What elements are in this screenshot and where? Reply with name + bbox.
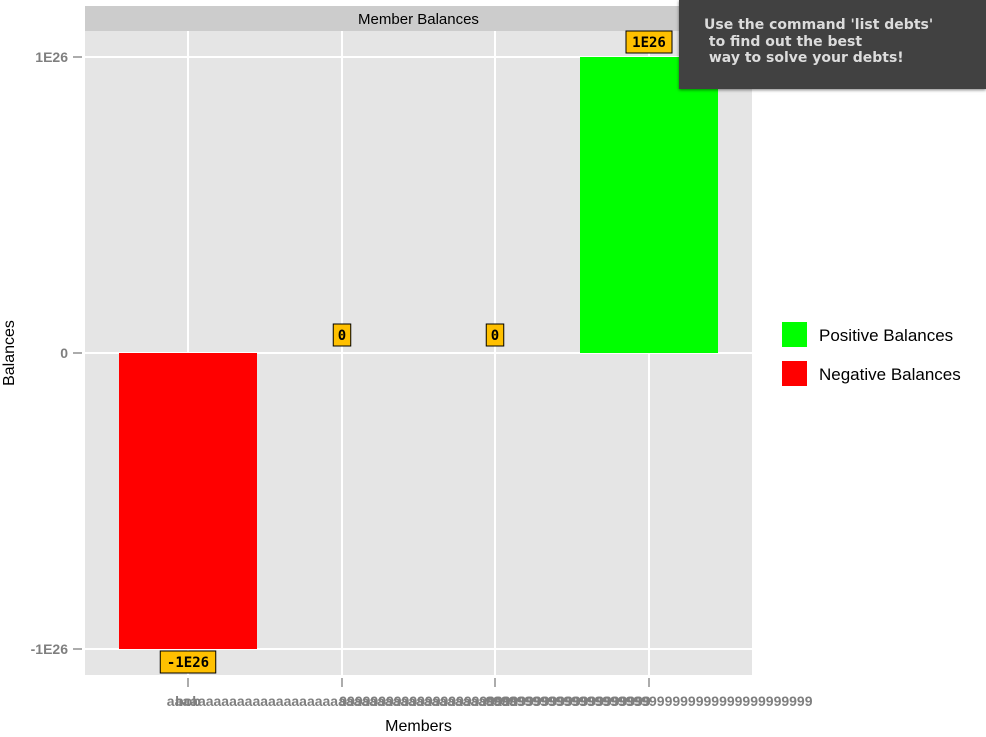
tooltip-line: to find out the best bbox=[704, 33, 863, 50]
bar bbox=[119, 353, 257, 649]
legend-key bbox=[782, 361, 807, 386]
data-label-box bbox=[159, 650, 217, 674]
y-axis: 1E26 0 -1E26 bbox=[31, 49, 82, 657]
bar bbox=[580, 57, 718, 353]
tooltip-line: way to solve your debts! bbox=[704, 50, 904, 66]
chart-title: Member Balances bbox=[358, 11, 479, 28]
legend-label: Negative Balances bbox=[819, 365, 961, 384]
x-tick-label: 9999999999999999999999999999999999999999 bbox=[339, 693, 651, 709]
legend-label: Positive Balances bbox=[819, 326, 953, 345]
data-label: 1E26 bbox=[632, 35, 666, 51]
x-tick-label: 9999999999999999999999999999999999999999… bbox=[485, 693, 812, 709]
x-tick-label: aaaaaaaaaaaaaaaaaaaaaaaaaaaaaaaaaaaaaaaa… bbox=[167, 693, 518, 709]
data-label: 0 bbox=[338, 328, 346, 344]
legend-key bbox=[782, 322, 807, 347]
y-tick-label: 0 bbox=[60, 345, 68, 361]
bars bbox=[119, 57, 718, 649]
y-axis-title: Balances bbox=[1, 320, 18, 386]
x-axis: bobaaaaaaaaaaaaaaaaaaaaaaaaaaaaaaaaaaaaa… bbox=[167, 678, 813, 709]
y-tick-label: -1E26 bbox=[31, 641, 69, 657]
data-label-box bbox=[625, 30, 673, 54]
data-label-box bbox=[332, 323, 352, 347]
hint-tooltip: Use the command 'list debts' to find out… bbox=[679, 0, 986, 89]
facet-strip bbox=[85, 6, 752, 31]
data-label-box bbox=[485, 323, 505, 347]
data-label: -1E26 bbox=[167, 655, 209, 671]
data-labels: -1E26 0 0 1E26 bbox=[159, 30, 673, 674]
x-axis-title: Members bbox=[385, 718, 452, 735]
y-tick-label: 1E26 bbox=[35, 49, 68, 65]
x-tick-label: bob bbox=[175, 693, 201, 709]
legend: Positive Balances Negative Balances bbox=[782, 322, 961, 386]
data-label: 0 bbox=[491, 328, 499, 344]
tooltip-line: Use the command 'list debts' bbox=[704, 17, 934, 33]
